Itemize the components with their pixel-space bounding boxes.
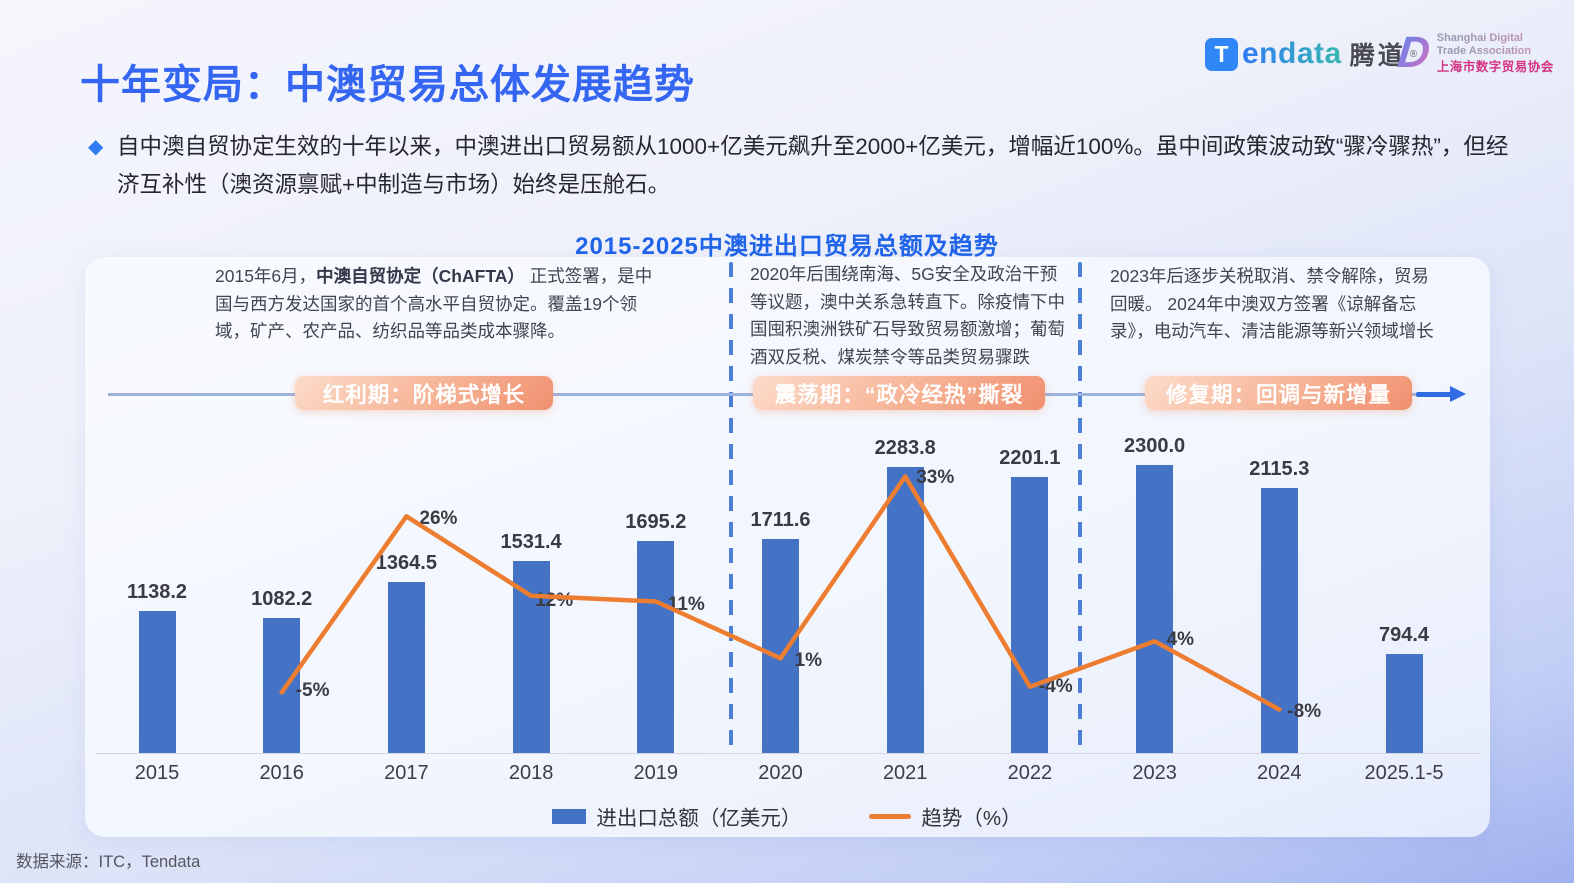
registered-mark-icon: ® xyxy=(1410,49,1417,60)
x-axis-label: 2021 xyxy=(882,762,928,784)
bar-2020 xyxy=(762,538,799,753)
x-axis-label: 2024 xyxy=(1257,762,1302,784)
bar-2015 xyxy=(138,610,176,753)
x-axis-label: 2015 xyxy=(134,762,180,784)
bar-value-label: 2283.8 xyxy=(874,437,936,459)
bar-value-label: 1082.2 xyxy=(251,587,313,610)
bar-value-label: 1695.2 xyxy=(625,510,687,533)
sdta-line2: Trade Association xyxy=(1437,45,1554,58)
trend-percent-label: 33% xyxy=(916,466,955,488)
annotation-text: 2023年后逐步关税取消、禁令解除，贸易回暖。 2024年中澳双方签署《谅解备忘… xyxy=(1110,266,1434,341)
phase-pill-label: 修复期：回调与新增量 xyxy=(1165,382,1391,407)
x-axis-label: 2016 xyxy=(259,762,304,784)
tendata-icon: T xyxy=(1205,37,1238,71)
x-axis-label: 2019 xyxy=(633,762,679,784)
bar-2017 xyxy=(387,582,425,753)
chart-legend: 进出口总额（亿美元） 趋势（%） xyxy=(0,801,1574,831)
x-axis-label: 2017 xyxy=(384,762,429,784)
phase3-annotation: 2023年后逐步关税取消、禁令解除，贸易回暖。 2024年中澳双方签署《谅解备忘… xyxy=(1110,263,1444,346)
phase-pill-turbulence-period: 震荡期：“政冷经热”撕裂 xyxy=(753,376,1045,410)
sdta-monogram-icon: D xyxy=(1395,28,1433,77)
bar-2016 xyxy=(263,617,301,753)
legend-label: 趋势（%） xyxy=(921,807,1022,830)
x-axis-line xyxy=(95,753,1481,754)
bar-2023 xyxy=(1136,465,1174,753)
tendata-cjk-name: 腾道 xyxy=(1349,42,1406,70)
bar-2021 xyxy=(886,467,924,753)
bar-value-label: 1364.5 xyxy=(375,552,437,575)
chart-title: 2015-2025中澳进出口贸易总额及趋势 xyxy=(575,233,999,260)
legend-item-trend: 趋势（%） xyxy=(869,801,1022,831)
phase-pill-label: 震荡期：“政冷经热”撕裂 xyxy=(774,382,1024,407)
trend-percent-label: 12% xyxy=(535,589,574,611)
phase-divider-2 xyxy=(1078,262,1082,752)
bar-value-label: 794.4 xyxy=(1378,623,1430,646)
x-axis-label: 2023 xyxy=(1132,762,1177,784)
bar-value-label: 1711.6 xyxy=(750,508,811,531)
intro-paragraph: 自中澳自贸协定生效的十年以来，中澳进出口贸易额从1000+亿美元飙升至2000+… xyxy=(117,134,1509,197)
page-title: 十年变局：中澳贸易总体发展趋势 xyxy=(80,63,695,107)
bar-value-label: 1138.2 xyxy=(126,580,188,603)
sdta-logo-text: Shanghai Digital Trade Association 上海市数字… xyxy=(1437,32,1554,74)
trend-percent-label: -4% xyxy=(1038,675,1073,697)
sdta-logo: D Shanghai Digital Trade Association 上海市… xyxy=(1395,28,1554,78)
trend-percent-label: 26% xyxy=(419,508,458,530)
trend-percent-label: 4% xyxy=(1166,629,1195,651)
timeline-arrow-icon xyxy=(1450,386,1466,402)
trend-percent-label: -8% xyxy=(1287,700,1322,722)
bar-value-label: 2115.3 xyxy=(1249,458,1310,481)
bar-value-label: 2201.1 xyxy=(999,447,1061,470)
bar-2019 xyxy=(637,540,675,753)
phase-pill-bonus-period: 红利期：阶梯式增长 xyxy=(295,376,553,410)
x-axis-label: 2018 xyxy=(508,762,554,784)
phase-divider-1 xyxy=(729,262,733,752)
annotation-text: 2020年后围绕南海、5G安全及政治干预等议题，澳中关系急转直下。除疫情下中国囤… xyxy=(750,264,1065,367)
bar-swatch-icon xyxy=(552,808,587,824)
timeline-arrow-shaft xyxy=(1416,392,1454,397)
phase-pill-recovery-period: 修复期：回调与新增量 xyxy=(1145,376,1412,410)
trend-percent-label: 1% xyxy=(794,650,822,672)
phase1-annotation: 2015年6月，中澳自贸协定（ChAFTA） 正式签署，是中国与西方发达国家的首… xyxy=(215,263,667,346)
sdta-line1: Shanghai Digital xyxy=(1437,32,1554,45)
x-axis-label: 2022 xyxy=(1007,762,1053,784)
annotation-text: 正式签署，是中国与西方发达国家的首个高水平自贸协定。覆盖19个领域，矿产、农产品… xyxy=(215,266,653,341)
diamond-bullet-icon: ◆ xyxy=(88,136,104,158)
bar-2025.1-5 xyxy=(1385,653,1423,753)
sdta-line3: 上海市数字贸易协会 xyxy=(1436,60,1554,74)
tendata-wordmark: endata xyxy=(1242,37,1342,70)
x-axis-label: 2025.1-5 xyxy=(1364,762,1444,784)
phase-pill-label: 红利期：阶梯式增长 xyxy=(322,382,526,407)
annotation-bold-text: 中澳自贸协定（ChAFTA） xyxy=(316,266,525,286)
phase2-annotation: 2020年后围绕南海、5G安全及政治干预等议题，澳中关系急转直下。除疫情下中国囤… xyxy=(750,261,1066,371)
legend-label: 进出口总额（亿美元） xyxy=(596,807,802,830)
bar-value-label: 2300.0 xyxy=(1124,435,1186,457)
annotation-text: 2015年6月， xyxy=(215,266,317,286)
legend-item-total: 进出口总额（亿美元） xyxy=(552,801,801,831)
data-source-note: 数据来源：ITC，Tendata xyxy=(16,853,201,871)
trend-percent-label: -5% xyxy=(295,680,330,702)
x-axis-label: 2020 xyxy=(758,762,803,784)
tendata-logo: T endata 腾道 ® xyxy=(1205,36,1417,72)
bar-2022 xyxy=(1011,477,1049,753)
bar-value-label: 1531.4 xyxy=(500,531,562,554)
line-swatch-icon xyxy=(869,813,912,819)
trend-percent-label: 11% xyxy=(667,593,705,615)
